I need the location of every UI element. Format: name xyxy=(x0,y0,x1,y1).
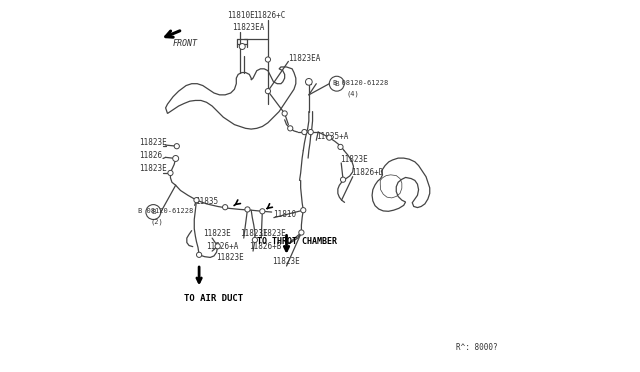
Text: B: B xyxy=(334,81,339,87)
Text: 11823E: 11823E xyxy=(240,229,268,238)
Text: 11823EA: 11823EA xyxy=(232,23,265,32)
Circle shape xyxy=(301,208,306,213)
Text: 11826+B: 11826+B xyxy=(250,242,282,251)
Text: 11823E: 11823E xyxy=(140,164,167,173)
Text: 11826: 11826 xyxy=(140,151,163,160)
Text: 11823E: 11823E xyxy=(216,253,244,262)
Circle shape xyxy=(308,129,314,135)
Circle shape xyxy=(282,111,287,116)
Text: 11835: 11835 xyxy=(195,198,218,206)
Circle shape xyxy=(215,244,220,249)
Circle shape xyxy=(326,135,332,140)
Text: 11823E: 11823E xyxy=(340,155,368,164)
Circle shape xyxy=(287,126,293,131)
Circle shape xyxy=(305,78,312,85)
Text: FRONT: FRONT xyxy=(173,39,198,48)
Text: (2): (2) xyxy=(151,219,163,225)
Text: 11823E: 11823E xyxy=(203,229,230,238)
Text: 11810: 11810 xyxy=(273,211,296,219)
Circle shape xyxy=(223,205,228,210)
Text: B 08120-61228: B 08120-61228 xyxy=(333,80,388,86)
Circle shape xyxy=(338,144,343,150)
Circle shape xyxy=(168,170,173,176)
Text: 11835+A: 11835+A xyxy=(316,132,349,141)
Text: B: B xyxy=(151,209,156,215)
Circle shape xyxy=(260,209,265,214)
Circle shape xyxy=(196,252,202,257)
Text: 11823E: 11823E xyxy=(271,257,300,266)
Text: (4): (4) xyxy=(347,90,360,97)
Circle shape xyxy=(299,230,304,235)
Circle shape xyxy=(266,57,271,62)
Text: 11823EA: 11823EA xyxy=(289,54,321,63)
Text: 11826+D: 11826+D xyxy=(351,168,384,177)
Circle shape xyxy=(174,144,179,149)
Text: R^: 8000?: R^: 8000? xyxy=(456,343,497,352)
Text: TO THROT CHAMBER: TO THROT CHAMBER xyxy=(257,237,337,246)
Circle shape xyxy=(245,207,250,212)
Circle shape xyxy=(194,198,199,203)
Text: B 08120-61228: B 08120-61228 xyxy=(138,208,193,214)
Circle shape xyxy=(340,177,346,182)
Circle shape xyxy=(173,155,179,161)
Circle shape xyxy=(252,237,257,243)
Text: 11826+C: 11826+C xyxy=(253,12,285,20)
Text: 11826+A: 11826+A xyxy=(207,242,239,251)
Text: 11823E: 11823E xyxy=(259,229,286,238)
Circle shape xyxy=(302,129,307,135)
Text: 11823E: 11823E xyxy=(140,138,167,147)
Text: 11810E: 11810E xyxy=(227,12,255,20)
Text: TO AIR DUCT: TO AIR DUCT xyxy=(184,294,243,303)
Circle shape xyxy=(266,89,271,94)
Circle shape xyxy=(239,44,245,49)
